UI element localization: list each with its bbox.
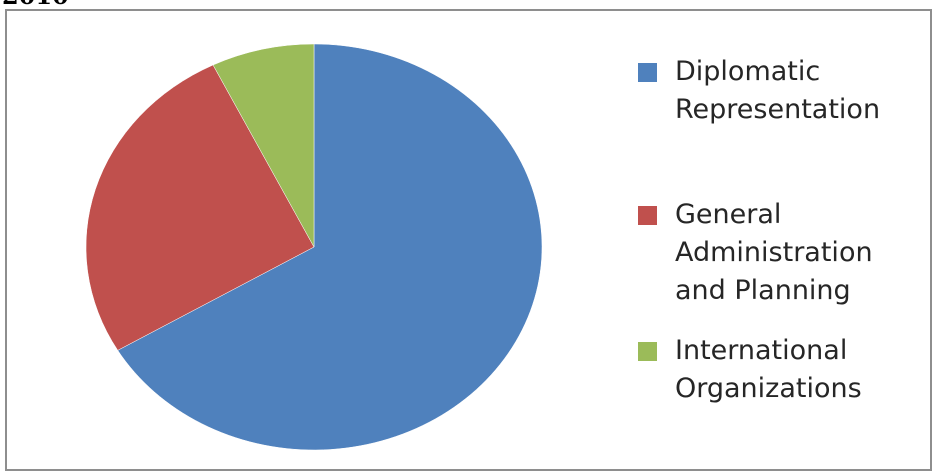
- legend-swatch-international-organizations: [638, 342, 657, 361]
- pie-slice-general-administration-and-planning: [85, 64, 315, 351]
- pie-chart: [85, 43, 543, 451]
- pie-slice-international-organizations: [212, 43, 315, 248]
- pie-slice-diplomatic-representation: [117, 43, 543, 451]
- legend-label-diplomatic-representation: Diplomatic Representation: [675, 53, 915, 129]
- legend-swatch-general-administration-and-planning: [638, 206, 657, 225]
- legend-swatch-diplomatic-representation: [638, 63, 657, 82]
- chart-title: 2010: [2, 0, 69, 8]
- legend-label-line: and Planning: [675, 275, 851, 306]
- legend-label-line: International: [675, 335, 848, 366]
- legend-label-line: Administration: [675, 237, 873, 268]
- legend-label-line: Organizations: [675, 373, 862, 404]
- legend-label-line: Representation: [675, 94, 881, 125]
- legend-label-general-administration-and-planning: General Administration and Planning: [675, 196, 915, 310]
- legend-label-line: Diplomatic: [675, 56, 821, 87]
- legend-label-line: General: [675, 199, 782, 230]
- legend-label-international-organizations: International Organizations: [675, 332, 915, 408]
- chart-frame: Diplomatic Representation General Admini…: [5, 9, 932, 471]
